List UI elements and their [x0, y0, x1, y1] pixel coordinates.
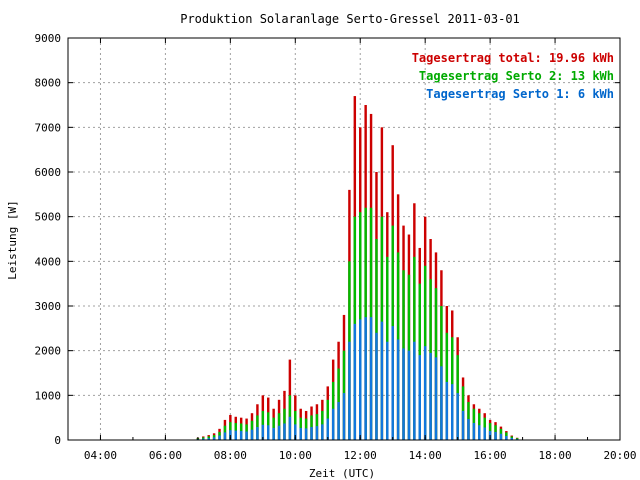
bar-serto1 [321, 424, 324, 440]
bar-serto1 [304, 428, 308, 440]
x-tick-label: 16:00 [474, 449, 507, 462]
bar-serto1 [337, 402, 340, 440]
axes [67, 37, 621, 441]
bar-serto1 [396, 339, 400, 440]
bar-serto1 [299, 427, 302, 440]
bar-serto1 [391, 326, 394, 440]
bar-serto1 [369, 317, 373, 440]
legend: Tagesertrag total: 19.96 kWh Tagesertrag … [412, 51, 614, 101]
bar-serto1 [407, 350, 411, 440]
y-tick-label: 9000 [35, 32, 62, 45]
y-tick-label: 6000 [35, 166, 62, 179]
bar-serto1 [272, 427, 275, 440]
bar-serto1 [342, 393, 346, 440]
x-tick-label: 12:00 [344, 449, 377, 462]
bar-serto1 [494, 431, 497, 440]
bar-serto1 [288, 416, 292, 440]
y-tick-label: 3000 [35, 300, 62, 313]
bar-serto2 [207, 436, 210, 440]
bar-serto1 [461, 410, 465, 440]
bar-serto1 [429, 352, 432, 440]
tick-labels: 0 1000 2000 3000 4000 5000 6000 7000 8000 9000 04:… [35, 32, 637, 462]
bar-serto1 [348, 341, 351, 440]
x-tick-label: 18:00 [538, 449, 571, 462]
x-tick-label: 06:00 [149, 449, 182, 462]
bar-serto1 [418, 355, 421, 440]
bar-serto1 [456, 393, 459, 440]
bar-serto1 [315, 426, 319, 440]
bar-serto1 [331, 408, 335, 440]
bar-serto1 [359, 319, 362, 440]
plot-frame [67, 37, 621, 441]
y-tick-label: 5000 [35, 211, 62, 224]
bar-serto1 [445, 381, 449, 440]
y-tick-label: 2000 [35, 345, 62, 358]
legend-entry: Tagesertrag total: 19.96 kWh [412, 51, 614, 65]
bar-serto1 [277, 425, 281, 440]
x-tick-label: 08:00 [214, 449, 247, 462]
x-tick-label: 04:00 [84, 449, 117, 462]
bar-serto1 [499, 433, 503, 440]
bar-serto1 [234, 430, 237, 440]
bar-serto1 [294, 424, 297, 440]
x-tick-label: 14:00 [409, 449, 442, 462]
bar-serto1 [434, 357, 438, 440]
y-tick-label: 1000 [35, 389, 62, 402]
bar-serto1 [483, 427, 486, 440]
bar-serto1 [353, 323, 357, 440]
y-tick-label: 4000 [35, 255, 62, 268]
bar-serto1 [472, 423, 476, 440]
bar-serto1 [250, 429, 254, 440]
bar-serto1 [207, 438, 210, 440]
bar-serto1 [467, 419, 470, 440]
bar-serto1 [212, 437, 216, 440]
legend-entry: Tagesertrag Serto 2: 13 kWh [419, 69, 614, 83]
bar-serto1 [261, 424, 265, 440]
bar-serto1 [510, 437, 513, 440]
y-tick-label: 7000 [35, 121, 62, 134]
bar-serto1 [245, 431, 248, 440]
bar-serto1 [364, 317, 367, 440]
bar-serto1 [202, 438, 205, 440]
bar-serto1 [440, 366, 443, 440]
bar-serto1 [402, 348, 405, 440]
y-tick-label: 8000 [35, 77, 62, 90]
bar-serto1 [310, 427, 313, 440]
bar-serto1 [386, 341, 389, 440]
y-tick-label: 0 [54, 434, 61, 447]
bar-serto1 [256, 427, 259, 440]
bar-serto1 [218, 435, 221, 440]
x-tick-label: 20:00 [603, 449, 636, 462]
bar-serto1 [478, 425, 481, 440]
bar-serto1 [413, 341, 416, 440]
legend-entry: Tagesertrag Serto 1: 6 kWh [426, 87, 614, 101]
x-tick-label: 10:00 [279, 449, 312, 462]
x-axis-label: Zeit (UTC) [309, 467, 375, 480]
bar-serto1 [283, 423, 286, 440]
bar-serto1 [380, 321, 384, 440]
bars-layer [196, 96, 519, 441]
chart-title: Produktion Solaranlage Serto-Gressel 201… [180, 12, 520, 26]
bar-serto1 [239, 431, 243, 440]
bar-serto1 [451, 384, 454, 440]
bar-serto1 [375, 332, 378, 440]
bar-serto1 [423, 346, 427, 440]
bar-serto1 [326, 418, 329, 440]
bar-serto1 [223, 432, 227, 440]
bar-serto1 [267, 425, 270, 440]
bar-serto1 [505, 435, 508, 440]
y-axis-label: Leistung [W] [6, 200, 19, 279]
